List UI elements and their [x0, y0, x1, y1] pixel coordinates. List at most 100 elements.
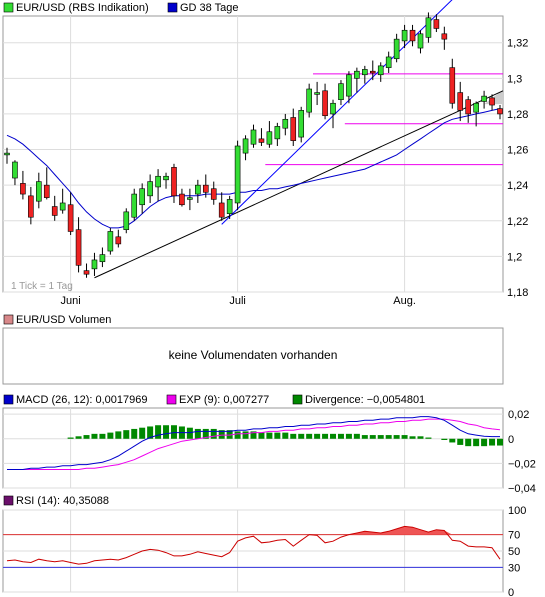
price-x-tick-label: Juli [229, 295, 246, 307]
candle-down [433, 19, 440, 29]
candle-down [218, 202, 225, 218]
candle-up [131, 193, 138, 218]
candle-up [346, 74, 352, 97]
candle-up [314, 92, 320, 95]
divergence-bar [298, 433, 305, 439]
candle-down [290, 117, 297, 141]
divergence-bar [186, 427, 193, 439]
divergence-bar [258, 432, 265, 439]
divergence-bar [385, 435, 392, 439]
divergence-bar [218, 430, 225, 439]
candle-down [449, 67, 456, 104]
candle-down [83, 270, 90, 275]
candle-down [258, 138, 265, 143]
divergence-bar [67, 437, 74, 439]
candle-up [417, 33, 424, 49]
macd-y-tick-label: 0,02 [508, 409, 529, 421]
candle-down [28, 195, 34, 218]
divergence-bar [473, 438, 480, 447]
legend-swatch-exp [166, 394, 177, 405]
candle-up [195, 184, 201, 195]
rsi-y-axis-labels: 100 70 50 30 0 [508, 505, 526, 597]
candlesticks [4, 12, 503, 278]
rsi-y-tick-label: 50 [508, 546, 520, 558]
candle-up [12, 161, 18, 179]
rsi-y-tick-label: 70 [508, 530, 520, 542]
divergence-bar [115, 431, 122, 439]
divergence-bar [107, 432, 114, 439]
divergence-bar [401, 435, 408, 439]
candle-down [441, 33, 448, 40]
candle-up [4, 152, 10, 156]
divergence-bar [377, 435, 384, 439]
exp-line [7, 418, 501, 470]
price-y-tick-label: 1,24 [507, 180, 528, 192]
candle-up [139, 188, 145, 206]
candle-down [457, 92, 464, 111]
divergence-bar [361, 435, 368, 439]
candle-up [473, 102, 479, 113]
macd-lines [7, 416, 501, 470]
legend-exp: EXP (9): 0,007277 [179, 394, 269, 406]
divergence-bar [147, 426, 154, 439]
price-y-tick-label: 1,2 [507, 251, 522, 263]
divergence-bar [330, 433, 337, 439]
rising-trendline [221, 0, 453, 225]
candle-down [210, 188, 217, 200]
divergence-bar [353, 433, 360, 439]
legend-eurusd: EUR/USD (RBS Indikation) [16, 2, 149, 14]
divergence-bar [481, 438, 488, 447]
macd-y-axis-labels: 0,02 0 −0,02 −0,04 [508, 409, 536, 495]
candle-up [242, 138, 249, 154]
price-y-axis-labels: 1,32 1,3 1,28 1,26 1,24 1,22 1,2 1,18 [507, 38, 528, 299]
candle-up [377, 65, 384, 76]
divergence-bar [242, 431, 249, 439]
candle-down [115, 236, 122, 245]
candle-up [123, 211, 130, 230]
rsi-line [6, 525, 501, 565]
candle-up [36, 181, 42, 202]
divergence-bar [314, 433, 321, 439]
divergence-bar [91, 433, 98, 439]
candle-up [362, 69, 368, 76]
rsi-y-tick-label: 30 [508, 562, 520, 574]
legend-swatch-macd [3, 394, 14, 405]
macd-plot-area [2, 407, 504, 489]
divergence-bar [99, 433, 106, 439]
divergence-bar [369, 435, 376, 439]
divergence-bar [202, 428, 209, 439]
divergence-bar [441, 438, 448, 440]
candle-up [401, 29, 408, 42]
divergence-bar [194, 428, 201, 439]
candle-up [163, 175, 169, 181]
macd-y-tick-label: −0,04 [508, 483, 536, 495]
divergence-bar [163, 425, 170, 439]
candle-up [425, 17, 432, 38]
candle-down [75, 229, 82, 266]
candle-up [187, 197, 193, 200]
divergence-bar [337, 433, 344, 439]
macd-panel: MACD (26, 12): 0,0017969 EXP (9): 0,0072… [2, 394, 536, 495]
price-y-tick-label: 1,22 [507, 216, 528, 228]
candle-up [59, 202, 66, 211]
divergence-bar [497, 438, 503, 446]
candle-down [202, 184, 209, 193]
candle-up [234, 145, 241, 204]
price-y-tick-label: 1,32 [507, 38, 528, 50]
candle-up [481, 95, 487, 102]
divergence-bar [290, 433, 297, 439]
price-x-axis-labels: Juni Juli Aug. [61, 295, 416, 307]
divergence-bar [425, 437, 432, 439]
divergence-bar [139, 427, 146, 439]
candle-down [489, 97, 495, 106]
candle-up [330, 102, 336, 115]
legend-volume: EUR/USD Volumen [16, 314, 111, 326]
divergence-bar [250, 431, 257, 439]
candle-up [99, 254, 106, 263]
legend-gd38: GD 38 Tage [180, 2, 239, 14]
rsi-lines [6, 525, 501, 565]
candle-up [385, 56, 392, 68]
candle-down [43, 184, 50, 198]
divergence-bar [449, 438, 456, 443]
legend-swatch-rsi [3, 495, 14, 506]
